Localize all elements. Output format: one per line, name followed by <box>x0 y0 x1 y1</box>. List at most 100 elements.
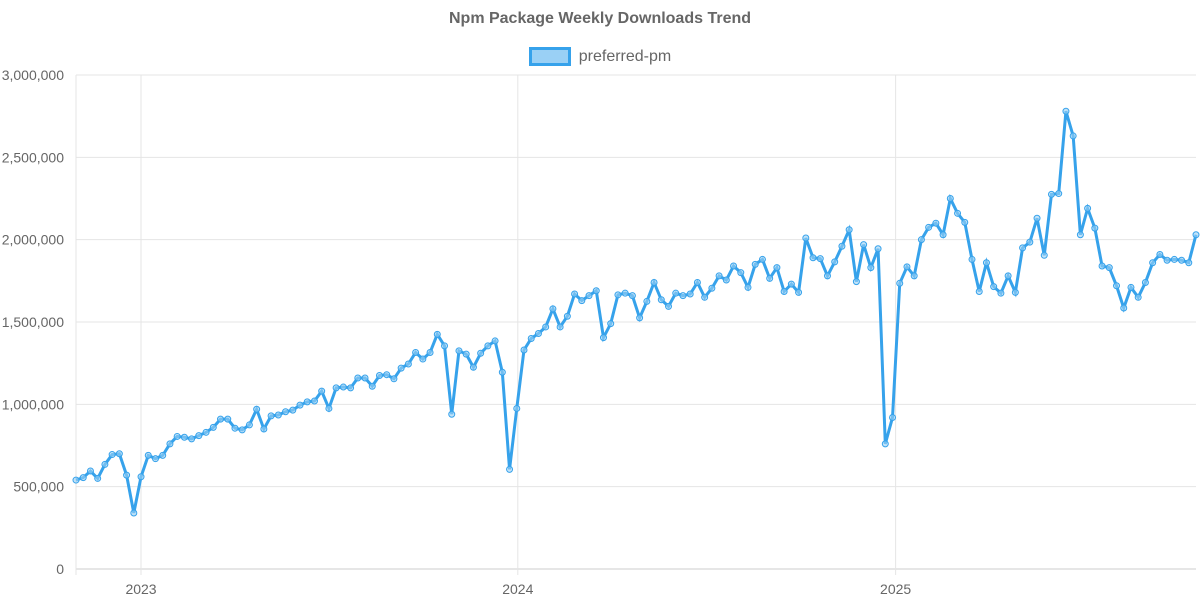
legend: preferred-pm <box>0 47 1200 66</box>
data-point <box>961 218 969 226</box>
data-point <box>1076 231 1084 239</box>
data-point <box>1019 244 1027 252</box>
data-point <box>954 209 962 217</box>
data-point <box>397 364 405 372</box>
data-point <box>1040 251 1048 259</box>
data-point <box>1185 259 1193 267</box>
data-point <box>426 348 434 356</box>
data-point <box>325 404 333 412</box>
data-point <box>556 323 564 331</box>
data-point <box>419 355 427 363</box>
y-tick-label: 2,000,000 <box>2 232 64 248</box>
data-point <box>361 374 369 382</box>
data-point <box>939 231 947 239</box>
data-point <box>477 349 485 357</box>
data-point <box>86 467 94 475</box>
x-tick-label: 2023 <box>125 581 156 597</box>
data-point <box>339 383 347 391</box>
data-point <box>628 292 636 300</box>
y-tick-label: 500,000 <box>13 479 64 495</box>
data-point <box>1098 262 1106 270</box>
data-point <box>195 432 203 440</box>
data-point <box>274 411 282 419</box>
data-point <box>881 440 889 448</box>
data-point <box>368 382 376 390</box>
data-point <box>534 330 542 338</box>
data-point <box>1156 250 1164 258</box>
data-point <box>108 451 116 459</box>
legend-swatch[interactable] <box>528 47 571 66</box>
y-tick-label: 0 <box>56 561 64 577</box>
data-point <box>231 424 239 432</box>
data-point <box>773 264 781 272</box>
data-point <box>665 302 673 310</box>
data-point <box>101 460 109 468</box>
data-point <box>816 255 824 263</box>
data-point <box>123 471 131 479</box>
data-point <box>751 260 759 268</box>
data-point <box>795 288 803 296</box>
data-point <box>722 276 730 284</box>
data-point <box>982 259 990 267</box>
data-point <box>217 415 225 423</box>
y-tick-label: 1,000,000 <box>2 396 64 412</box>
data-point <box>332 384 340 392</box>
data-point <box>1127 283 1135 291</box>
data-point <box>614 291 622 299</box>
data-point <box>318 387 326 395</box>
data-point <box>838 242 846 250</box>
data-point <box>542 323 550 331</box>
data-point <box>1149 259 1157 267</box>
series-line <box>75 110 1198 514</box>
data-point <box>657 296 665 304</box>
data-point <box>780 288 788 296</box>
data-point <box>159 451 167 459</box>
data-point <box>766 274 774 282</box>
data-point <box>433 330 441 338</box>
data-point <box>94 474 102 482</box>
data-point <box>563 312 571 320</box>
data-point <box>72 476 80 484</box>
data-point <box>643 297 651 305</box>
data-point <box>310 397 318 405</box>
data-point <box>1026 238 1034 246</box>
data-point <box>679 292 687 300</box>
data-point <box>130 509 138 517</box>
data-point <box>715 272 723 280</box>
data-point <box>166 440 174 448</box>
data-point <box>506 465 514 473</box>
data-point <box>441 342 449 350</box>
y-tick-label: 3,000,000 <box>2 67 64 83</box>
data-point <box>802 234 810 242</box>
data-point <box>925 223 933 231</box>
data-point <box>823 272 831 280</box>
data-point <box>1178 256 1186 264</box>
data-point <box>383 371 391 379</box>
data-point <box>730 262 738 270</box>
data-point <box>910 272 918 280</box>
data-point <box>151 455 159 463</box>
legend-label[interactable]: preferred-pm <box>578 47 672 65</box>
data-point <box>693 278 701 286</box>
data-point <box>932 219 940 227</box>
data-point <box>701 293 709 301</box>
data-point <box>484 342 492 350</box>
data-point <box>990 283 998 291</box>
data-point <box>1091 224 1099 232</box>
data-point <box>224 415 232 423</box>
x-tick-label: 2025 <box>880 581 911 597</box>
data-point <box>1105 264 1113 272</box>
x-tick-label: 2024 <box>502 581 533 597</box>
data-point <box>498 368 506 376</box>
data-point <box>79 474 87 482</box>
data-point <box>1047 190 1055 198</box>
data-point <box>874 245 882 253</box>
data-point <box>737 269 745 277</box>
data-point <box>592 287 600 295</box>
data-point <box>1033 214 1041 222</box>
data-point <box>209 423 217 431</box>
data-point <box>188 435 196 443</box>
data-point <box>260 425 268 433</box>
data-point <box>946 195 954 202</box>
data-point <box>404 360 412 368</box>
